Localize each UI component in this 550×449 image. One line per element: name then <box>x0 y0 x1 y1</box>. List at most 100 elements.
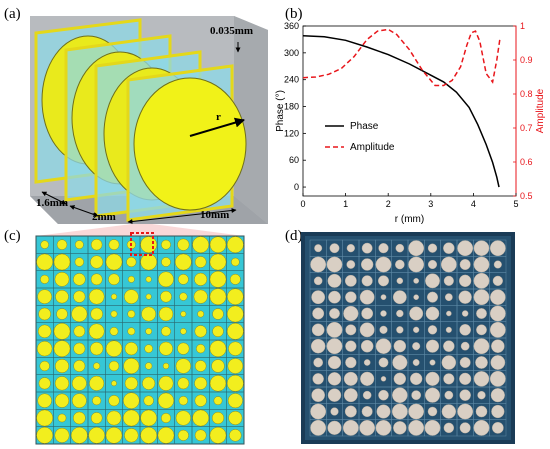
patch-circle <box>159 341 173 356</box>
copper-patch <box>375 256 392 273</box>
patch-circle <box>144 344 153 353</box>
y-left-tick-label-2: 120 <box>284 128 299 138</box>
copper-patch <box>326 321 343 338</box>
copper-patch <box>427 406 438 417</box>
patch-circle <box>229 273 241 285</box>
copper-patch <box>427 259 438 270</box>
patch-circle <box>209 253 227 271</box>
y-left-ticks: 0 60 120 180 240 300 360 <box>284 21 306 192</box>
radius-arrow <box>189 117 245 137</box>
patch-circle <box>228 341 243 356</box>
patch-circle <box>108 273 120 286</box>
copper-patch <box>490 388 505 403</box>
copper-patch <box>311 323 325 337</box>
copper-patch <box>410 372 423 385</box>
copper-patch <box>327 355 342 370</box>
patch-circle <box>36 409 54 427</box>
patch-circle <box>178 396 188 406</box>
copper-patch <box>310 403 327 420</box>
patch-circle <box>110 293 118 300</box>
copper-patch <box>413 277 420 284</box>
patch-circle <box>209 426 227 444</box>
patch-circle <box>108 239 120 251</box>
copper-patch <box>362 390 372 400</box>
patch-circle <box>194 376 208 390</box>
patch-circle <box>177 273 189 285</box>
copper-patch <box>491 404 505 419</box>
copper-patch <box>343 305 359 322</box>
x-tick-label-3: 3 <box>428 199 433 209</box>
copper-patch <box>360 371 375 386</box>
patch-circle <box>108 360 120 372</box>
copper-patch <box>313 276 323 286</box>
y-right-axis-label: Amplitude <box>535 88 546 133</box>
patch-circle <box>89 341 104 356</box>
copper-patch <box>408 240 425 257</box>
patch-circle <box>73 360 86 372</box>
plot-frame <box>302 25 517 197</box>
patch-circle <box>194 360 207 372</box>
panel-a-label: (a) <box>4 6 21 22</box>
patch-circle <box>123 392 140 409</box>
copper-patch <box>328 290 341 304</box>
y-right-tick-label-1: 0.6 <box>520 157 533 167</box>
copper-patch <box>429 359 436 366</box>
patch-circle <box>92 396 102 406</box>
copper-patch <box>380 376 387 382</box>
patch-circle <box>209 288 227 306</box>
copper-patch <box>363 359 371 366</box>
patch-circle <box>53 253 71 271</box>
copper-patch <box>314 244 323 253</box>
y-left-tick-label-1: 60 <box>289 155 299 165</box>
copper-patch <box>473 256 490 273</box>
copper-patch <box>457 403 474 420</box>
copper-patch <box>441 355 457 370</box>
patch-circle <box>143 395 154 406</box>
legend-amplitude-label: Amplitude <box>350 142 395 153</box>
unit-cell-grid <box>35 235 245 445</box>
copper-patch <box>359 420 375 436</box>
copper-patch <box>392 354 408 371</box>
radius-label: r <box>216 111 221 123</box>
patch-circle <box>56 239 68 250</box>
patch-circle <box>54 271 70 287</box>
patch-circle <box>89 375 105 391</box>
patch-circle <box>212 308 224 320</box>
copper-patch <box>427 243 438 253</box>
copper-patch <box>344 274 357 287</box>
spacing-dim-arrow <box>69 205 99 217</box>
y-left-tick-label-6: 360 <box>284 21 299 31</box>
y-right-ticks: 0.5 0.6 0.7 0.8 0.9 1 <box>513 21 533 201</box>
y-left-tick-label-5: 300 <box>284 48 299 58</box>
substrate-dim-arrow <box>41 191 67 205</box>
copper-patch <box>461 310 469 317</box>
patch-circle <box>54 427 70 443</box>
copper-patch <box>476 324 487 336</box>
patch-circle <box>111 380 117 387</box>
patch-circle <box>157 392 175 409</box>
patch-circle <box>140 409 158 427</box>
copper-patch <box>345 324 357 336</box>
size-dim-arrow <box>127 208 237 224</box>
copper-patch <box>424 387 441 403</box>
copper-patch <box>343 371 358 386</box>
copper-patch <box>361 242 373 254</box>
panel-d: (d) <box>285 228 515 444</box>
copper-patch <box>395 243 405 253</box>
patch-circle <box>127 310 136 318</box>
copper-patch <box>327 420 342 435</box>
patch-circle <box>126 256 137 268</box>
copper-patch <box>489 240 506 257</box>
copper-patch <box>427 291 438 303</box>
y-right-tick-label-5: 1 <box>520 21 525 31</box>
copper-patch <box>359 322 375 338</box>
patch-circle <box>145 328 152 335</box>
copper-patch <box>378 357 389 368</box>
patch-circle <box>227 288 244 305</box>
patch-circle <box>40 240 49 249</box>
patch-circle <box>140 253 158 271</box>
copper-patch <box>396 309 404 318</box>
copper-patch <box>346 260 356 269</box>
patch-circle <box>227 358 244 374</box>
copper-patch <box>379 325 388 334</box>
